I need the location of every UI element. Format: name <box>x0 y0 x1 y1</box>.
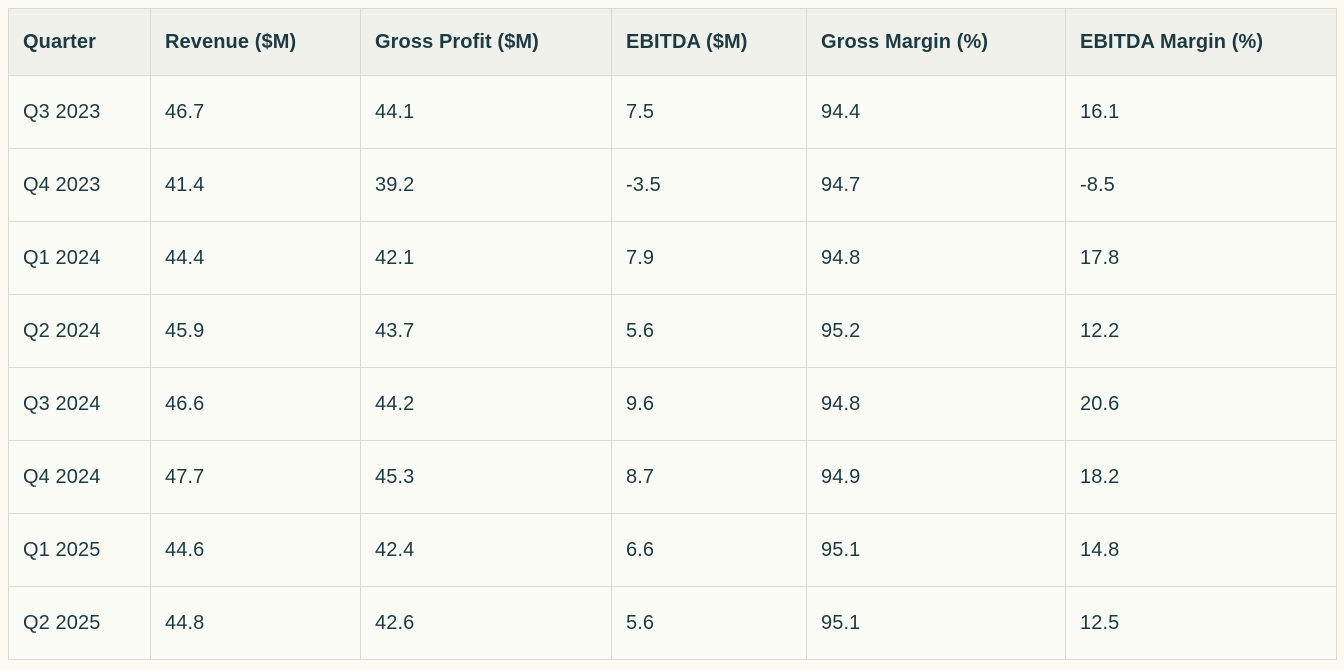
cell-gross-margin: 94.4 <box>806 75 1066 149</box>
quarter-label: Q3 2024 <box>8 367 151 441</box>
cell-gross-profit-m: 42.4 <box>360 513 612 587</box>
cell-ebitda-margin: 18.2 <box>1065 440 1337 514</box>
cell-revenue-m: 46.6 <box>150 367 361 441</box>
table-row: Q4 2024 47.7 45.3 8.7 94.9 18.2 <box>8 440 1337 514</box>
cell-ebitda-margin: 17.8 <box>1065 221 1337 295</box>
cell-ebitda-m: 5.6 <box>611 586 807 660</box>
cell-gross-profit-m: 39.2 <box>360 148 612 222</box>
cell-ebitda-m: -3.5 <box>611 148 807 222</box>
cell-revenue-m: 47.7 <box>150 440 361 514</box>
cell-gross-margin: 95.2 <box>806 294 1066 368</box>
cell-gross-margin: 94.8 <box>806 367 1066 441</box>
cell-gross-margin: 95.1 <box>806 513 1066 587</box>
table-row: Q3 2023 46.7 44.1 7.5 94.4 16.1 <box>8 75 1337 149</box>
column-header-ebitda-margin: EBITDA Margin (%) <box>1065 8 1337 76</box>
cell-gross-margin: 94.8 <box>806 221 1066 295</box>
table-row: Q4 2023 41.4 39.2 -3.5 94.7 -8.5 <box>8 148 1337 222</box>
column-header-revenue-m: Revenue ($M) <box>150 8 361 76</box>
cell-ebitda-m: 9.6 <box>611 367 807 441</box>
column-header-ebitda-m: EBITDA ($M) <box>611 8 807 76</box>
cell-revenue-m: 45.9 <box>150 294 361 368</box>
cell-gross-margin: 94.7 <box>806 148 1066 222</box>
quarter-label: Q4 2023 <box>8 148 151 222</box>
cell-ebitda-m: 5.6 <box>611 294 807 368</box>
column-header-gross-margin: Gross Margin (%) <box>806 8 1066 76</box>
cell-gross-profit-m: 45.3 <box>360 440 612 514</box>
cell-ebitda-m: 8.7 <box>611 440 807 514</box>
cell-ebitda-margin: 20.6 <box>1065 367 1337 441</box>
cell-ebitda-margin: 12.2 <box>1065 294 1337 368</box>
cell-revenue-m: 46.7 <box>150 75 361 149</box>
table-body: Q3 2023 46.7 44.1 7.5 94.4 16.1 Q4 2023 41.4 39.… <box>8 75 1337 660</box>
cell-revenue-m: 44.8 <box>150 586 361 660</box>
quarter-label: Q1 2025 <box>8 513 151 587</box>
cell-ebitda-margin: 12.5 <box>1065 586 1337 660</box>
cell-ebitda-margin: 16.1 <box>1065 75 1337 149</box>
cell-ebitda-m: 7.9 <box>611 221 807 295</box>
quarter-label: Q2 2024 <box>8 294 151 368</box>
cell-ebitda-margin: -8.5 <box>1065 148 1337 222</box>
cell-gross-profit-m: 43.7 <box>360 294 612 368</box>
column-header-gross-profit-m: Gross Profit ($M) <box>360 8 612 76</box>
quarterly-financials-table: Quarter Revenue ($M) Gross Profit ($M) EBIT… <box>8 8 1337 660</box>
cell-gross-margin: 95.1 <box>806 586 1066 660</box>
quarter-label: Q1 2024 <box>8 221 151 295</box>
table-row: Q3 2024 46.6 44.2 9.6 94.8 20.6 <box>8 367 1337 441</box>
table-row: Q2 2025 44.8 42.6 5.6 95.1 12.5 <box>8 586 1337 660</box>
cell-revenue-m: 44.4 <box>150 221 361 295</box>
table-row: Q1 2025 44.6 42.4 6.6 95.1 14.8 <box>8 513 1337 587</box>
column-header-quarter: Quarter <box>8 8 151 76</box>
cell-revenue-m: 41.4 <box>150 148 361 222</box>
header-row: Quarter Revenue ($M) Gross Profit ($M) EBIT… <box>8 8 1337 76</box>
cell-gross-profit-m: 44.1 <box>360 75 612 149</box>
cell-ebitda-m: 6.6 <box>611 513 807 587</box>
cell-gross-margin: 94.9 <box>806 440 1066 514</box>
table-header: Quarter Revenue ($M) Gross Profit ($M) EBIT… <box>8 8 1337 76</box>
cell-gross-profit-m: 44.2 <box>360 367 612 441</box>
table-row: Q2 2024 45.9 43.7 5.6 95.2 12.2 <box>8 294 1337 368</box>
cell-gross-profit-m: 42.6 <box>360 586 612 660</box>
cell-gross-profit-m: 42.1 <box>360 221 612 295</box>
quarter-label: Q3 2023 <box>8 75 151 149</box>
cell-revenue-m: 44.6 <box>150 513 361 587</box>
quarter-label: Q2 2025 <box>8 586 151 660</box>
cell-ebitda-margin: 14.8 <box>1065 513 1337 587</box>
cell-ebitda-m: 7.5 <box>611 75 807 149</box>
quarter-label: Q4 2024 <box>8 440 151 514</box>
table-row: Q1 2024 44.4 42.1 7.9 94.8 17.8 <box>8 221 1337 295</box>
